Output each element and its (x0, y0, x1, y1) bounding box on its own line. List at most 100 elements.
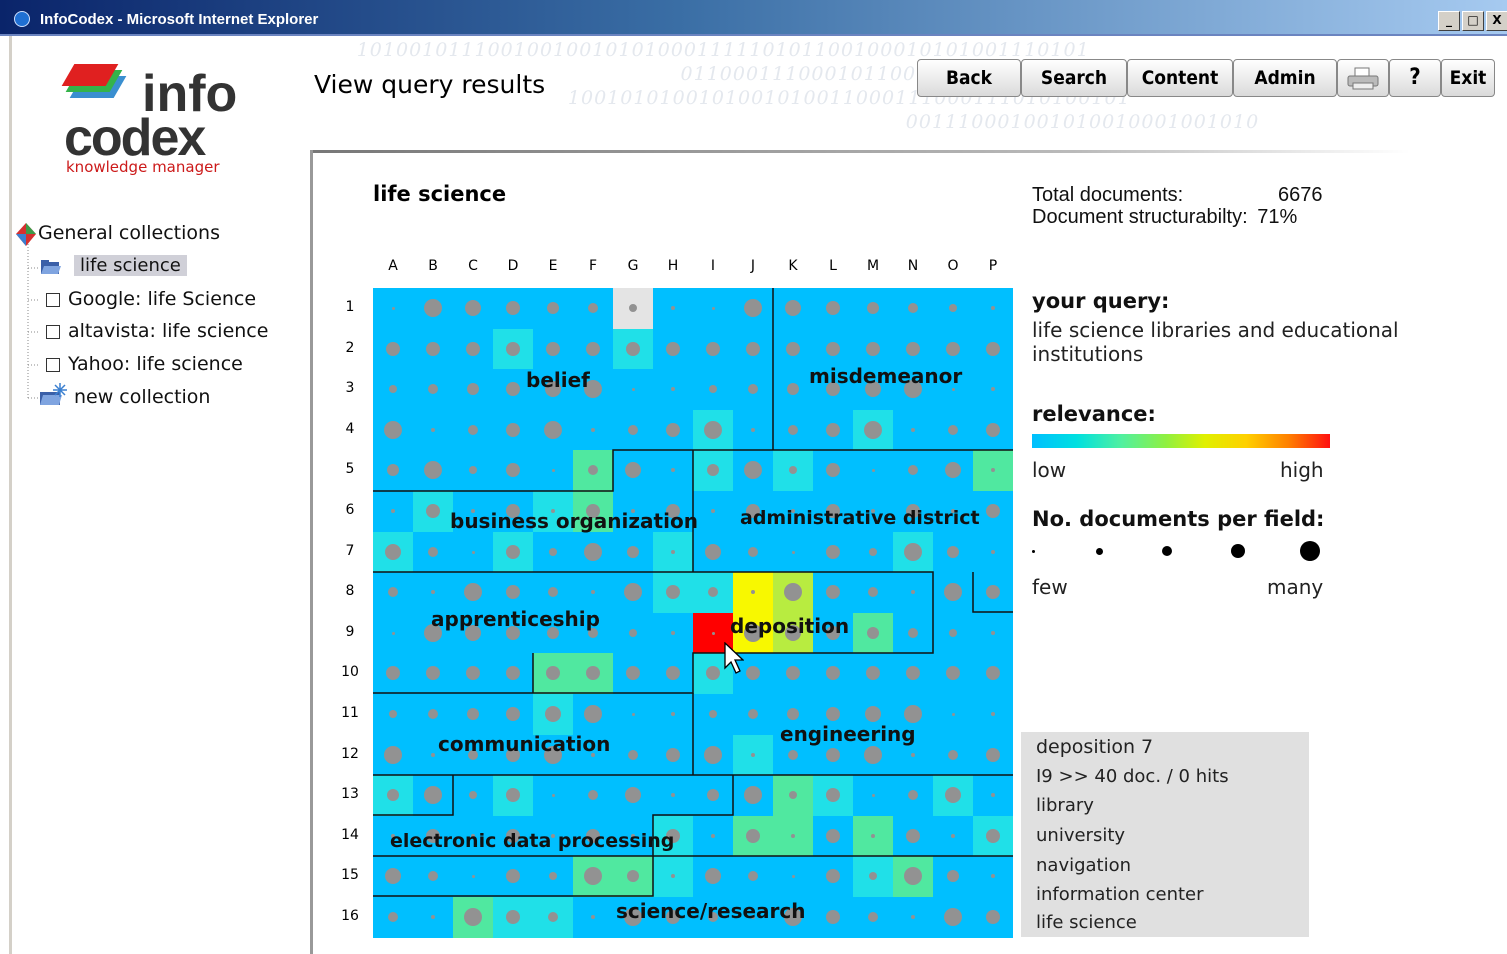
map-cell-i15[interactable] (693, 856, 733, 897)
map-cell-j1[interactable] (733, 288, 773, 329)
map-cell-f6[interactable] (573, 491, 613, 532)
help-button[interactable]: ? (1389, 59, 1441, 97)
map-cell-b12[interactable] (413, 735, 453, 776)
map-cell-b2[interactable] (413, 329, 453, 370)
map-cell-n4[interactable] (893, 410, 933, 451)
back-button[interactable]: Back (917, 59, 1021, 97)
map-cell-h5[interactable] (653, 450, 693, 491)
map-cell-l11[interactable] (813, 694, 853, 735)
map-cell-d8[interactable] (493, 572, 533, 613)
map-cell-o11[interactable] (933, 694, 973, 735)
map-cell-p11[interactable] (973, 694, 1013, 735)
map-cell-n6[interactable] (893, 491, 933, 532)
map-cell-k8[interactable] (773, 572, 813, 613)
map-cell-a3[interactable] (373, 369, 413, 410)
map-cell-e5[interactable] (533, 450, 573, 491)
map-cell-l4[interactable] (813, 410, 853, 451)
map-cell-m9[interactable] (853, 613, 893, 654)
map-cell-f15[interactable] (573, 856, 613, 897)
map-cell-e12[interactable] (533, 735, 573, 776)
map-cell-m10[interactable] (853, 653, 893, 694)
map-cell-d2[interactable] (493, 329, 533, 370)
map-cell-l8[interactable] (813, 572, 853, 613)
map-cell-d3[interactable] (493, 369, 533, 410)
map-cell-e10[interactable] (533, 653, 573, 694)
search-button[interactable]: Search (1021, 59, 1127, 97)
map-cell-d7[interactable] (493, 532, 533, 573)
tree-item-google-life-science[interactable]: Google: life Science (68, 288, 257, 310)
map-cell-e6[interactable] (533, 491, 573, 532)
map-cell-i7[interactable] (693, 532, 733, 573)
map-cell-g16[interactable] (613, 897, 653, 938)
admin-button[interactable]: Admin (1233, 59, 1337, 97)
map-cell-m5[interactable] (853, 450, 893, 491)
map-cell-i14[interactable] (693, 816, 733, 857)
map-cell-d1[interactable] (493, 288, 533, 329)
map-cell-f2[interactable] (573, 329, 613, 370)
map-cell-h15[interactable] (653, 856, 693, 897)
map-cell-k13[interactable] (773, 775, 813, 816)
map-cell-p15[interactable] (973, 856, 1013, 897)
map-cell-k9[interactable] (773, 613, 813, 654)
map-cell-c11[interactable] (453, 694, 493, 735)
map-cell-d11[interactable] (493, 694, 533, 735)
map-cell-b7[interactable] (413, 532, 453, 573)
map-cell-j3[interactable] (733, 369, 773, 410)
map-cell-m3[interactable] (853, 369, 893, 410)
map-cell-o5[interactable] (933, 450, 973, 491)
map-cell-m4[interactable] (853, 410, 893, 451)
map-cell-p16[interactable] (973, 897, 1013, 938)
map-cell-j2[interactable] (733, 329, 773, 370)
map-cell-o16[interactable] (933, 897, 973, 938)
map-cell-a6[interactable] (373, 491, 413, 532)
map-cell-j11[interactable] (733, 694, 773, 735)
map-cell-b5[interactable] (413, 450, 453, 491)
map-cell-e13[interactable] (533, 775, 573, 816)
map-cell-f16[interactable] (573, 897, 613, 938)
map-cell-f4[interactable] (573, 410, 613, 451)
map-cell-a8[interactable] (373, 572, 413, 613)
map-cell-e7[interactable] (533, 532, 573, 573)
map-cell-l13[interactable] (813, 775, 853, 816)
map-cell-l14[interactable] (813, 816, 853, 857)
map-cell-f13[interactable] (573, 775, 613, 816)
map-cell-c4[interactable] (453, 410, 493, 451)
map-cell-n13[interactable] (893, 775, 933, 816)
map-cell-n11[interactable] (893, 694, 933, 735)
map-cell-i11[interactable] (693, 694, 733, 735)
map-cell-j6[interactable] (733, 491, 773, 532)
map-cell-e4[interactable] (533, 410, 573, 451)
map-cell-a12[interactable] (373, 735, 413, 776)
map-cell-c16[interactable] (453, 897, 493, 938)
map-cell-n10[interactable] (893, 653, 933, 694)
map-cell-c1[interactable] (453, 288, 493, 329)
map-cell-l12[interactable] (813, 735, 853, 776)
map-cell-a16[interactable] (373, 897, 413, 938)
map-cell-o7[interactable] (933, 532, 973, 573)
map-cell-k5[interactable] (773, 450, 813, 491)
map-cell-j5[interactable] (733, 450, 773, 491)
map-cell-m13[interactable] (853, 775, 893, 816)
checkbox-yahoo-life-science[interactable] (46, 358, 60, 372)
map-cell-i8[interactable] (693, 572, 733, 613)
map-cell-j9[interactable] (733, 613, 773, 654)
map-cell-p8[interactable] (973, 572, 1013, 613)
map-cell-g9[interactable] (613, 613, 653, 654)
exit-button[interactable]: Exit (1441, 59, 1495, 97)
map-cell-a4[interactable] (373, 410, 413, 451)
map-cell-g7[interactable] (613, 532, 653, 573)
map-cell-f14[interactable] (573, 816, 613, 857)
map-cell-c10[interactable] (453, 653, 493, 694)
map-cell-e1[interactable] (533, 288, 573, 329)
map-cell-p5[interactable] (973, 450, 1013, 491)
map-cell-j12[interactable] (733, 735, 773, 776)
map-cell-i10[interactable] (693, 653, 733, 694)
map-cell-k11[interactable] (773, 694, 813, 735)
map-cell-p1[interactable] (973, 288, 1013, 329)
map-cell-e9[interactable] (533, 613, 573, 654)
map-cell-h1[interactable] (653, 288, 693, 329)
tree-item-new-collection[interactable]: new collection (74, 386, 211, 408)
map-cell-k16[interactable] (773, 897, 813, 938)
map-cell-o13[interactable] (933, 775, 973, 816)
map-cell-h12[interactable] (653, 735, 693, 776)
